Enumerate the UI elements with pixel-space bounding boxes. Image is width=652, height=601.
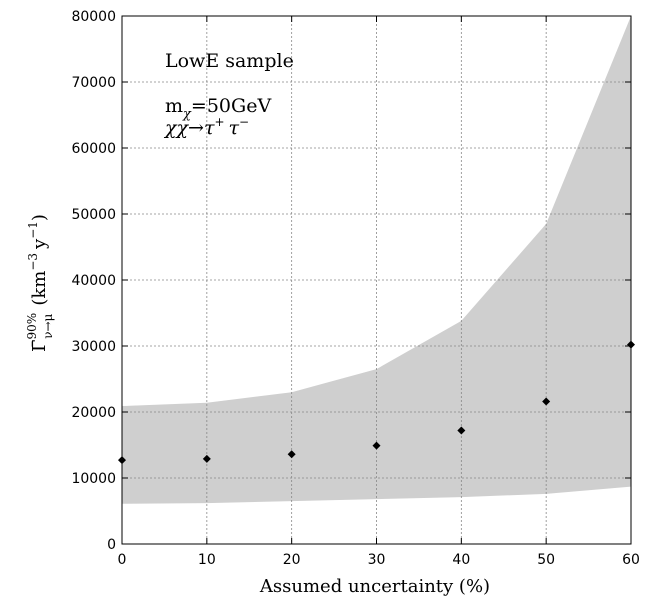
- channel-tau-plus: τ: [204, 117, 215, 139]
- y-tick-label: 20000: [71, 405, 116, 421]
- x-tick-label: 10: [198, 552, 216, 568]
- annotation-sample: LowE sample: [165, 50, 294, 72]
- annotation-channel: χχ→τ+ τ−: [163, 115, 249, 139]
- data-point: [627, 340, 635, 349]
- y-tick-label: 50000: [71, 207, 116, 223]
- data-point: [202, 454, 211, 463]
- y-tick-labels: 0 10000 20000 30000 40000 50000 60000 70000 8000…: [71, 9, 116, 553]
- x-tick-label: 30: [368, 552, 386, 568]
- y-label-sub: ν→μ: [41, 313, 55, 338]
- y-tick-label: 10000: [71, 471, 116, 487]
- channel-tau-minus: τ: [229, 117, 240, 139]
- x-axis-label: Assumed uncertainty (%): [259, 576, 490, 597]
- data-point: [542, 397, 551, 406]
- y-tick-label: 80000: [71, 9, 116, 25]
- x-tick-label: 20: [283, 552, 301, 568]
- y-label-close: ): [29, 214, 50, 221]
- y-label-symbol: Γ̄: [29, 339, 50, 352]
- mass-value: =50GeV: [191, 95, 272, 117]
- x-tick-label: 40: [452, 552, 470, 568]
- y-label-units: (km: [29, 271, 50, 306]
- uncertainty-band: [122, 16, 631, 504]
- y-tick-label: 60000: [71, 141, 116, 157]
- plot-area: [118, 15, 635, 545]
- y-axis-label: Γ̄90% ν→μ (km−3 y−1): [25, 214, 55, 352]
- y-label-exp1: −3: [26, 253, 40, 271]
- data-point: [372, 441, 381, 450]
- data-point: [457, 426, 466, 435]
- channel-lhs: χχ: [163, 117, 190, 139]
- y-label-exp2: −1: [26, 221, 40, 239]
- channel-minus: −: [239, 115, 249, 129]
- y-tick-label: 30000: [71, 339, 116, 355]
- mass-subscript: χ: [182, 107, 192, 122]
- x-tick-labels: 0 10 20 30 40 50 60: [118, 552, 640, 568]
- mass-symbol: m: [165, 95, 183, 117]
- channel-arrow: →: [188, 117, 204, 139]
- y-label-sup: 90%: [25, 313, 39, 340]
- y-tick-label: 0: [107, 537, 116, 553]
- x-tick-label: 50: [537, 552, 555, 568]
- y-label-unit-y: y: [29, 238, 50, 250]
- annotation-mass: mχ=50GeV: [165, 95, 271, 122]
- channel-plus: +: [214, 115, 224, 129]
- data-point: [287, 450, 296, 459]
- data-point: [118, 456, 126, 465]
- y-tick-label: 70000: [71, 75, 116, 91]
- x-tick-label: 0: [118, 552, 127, 568]
- svg-text:Γ̄90%ν→μ(km−3y−1): Γ̄90% ν→μ (km−3 y−1): [25, 214, 55, 352]
- x-tick-label: 60: [622, 552, 640, 568]
- y-tick-label: 40000: [71, 273, 116, 289]
